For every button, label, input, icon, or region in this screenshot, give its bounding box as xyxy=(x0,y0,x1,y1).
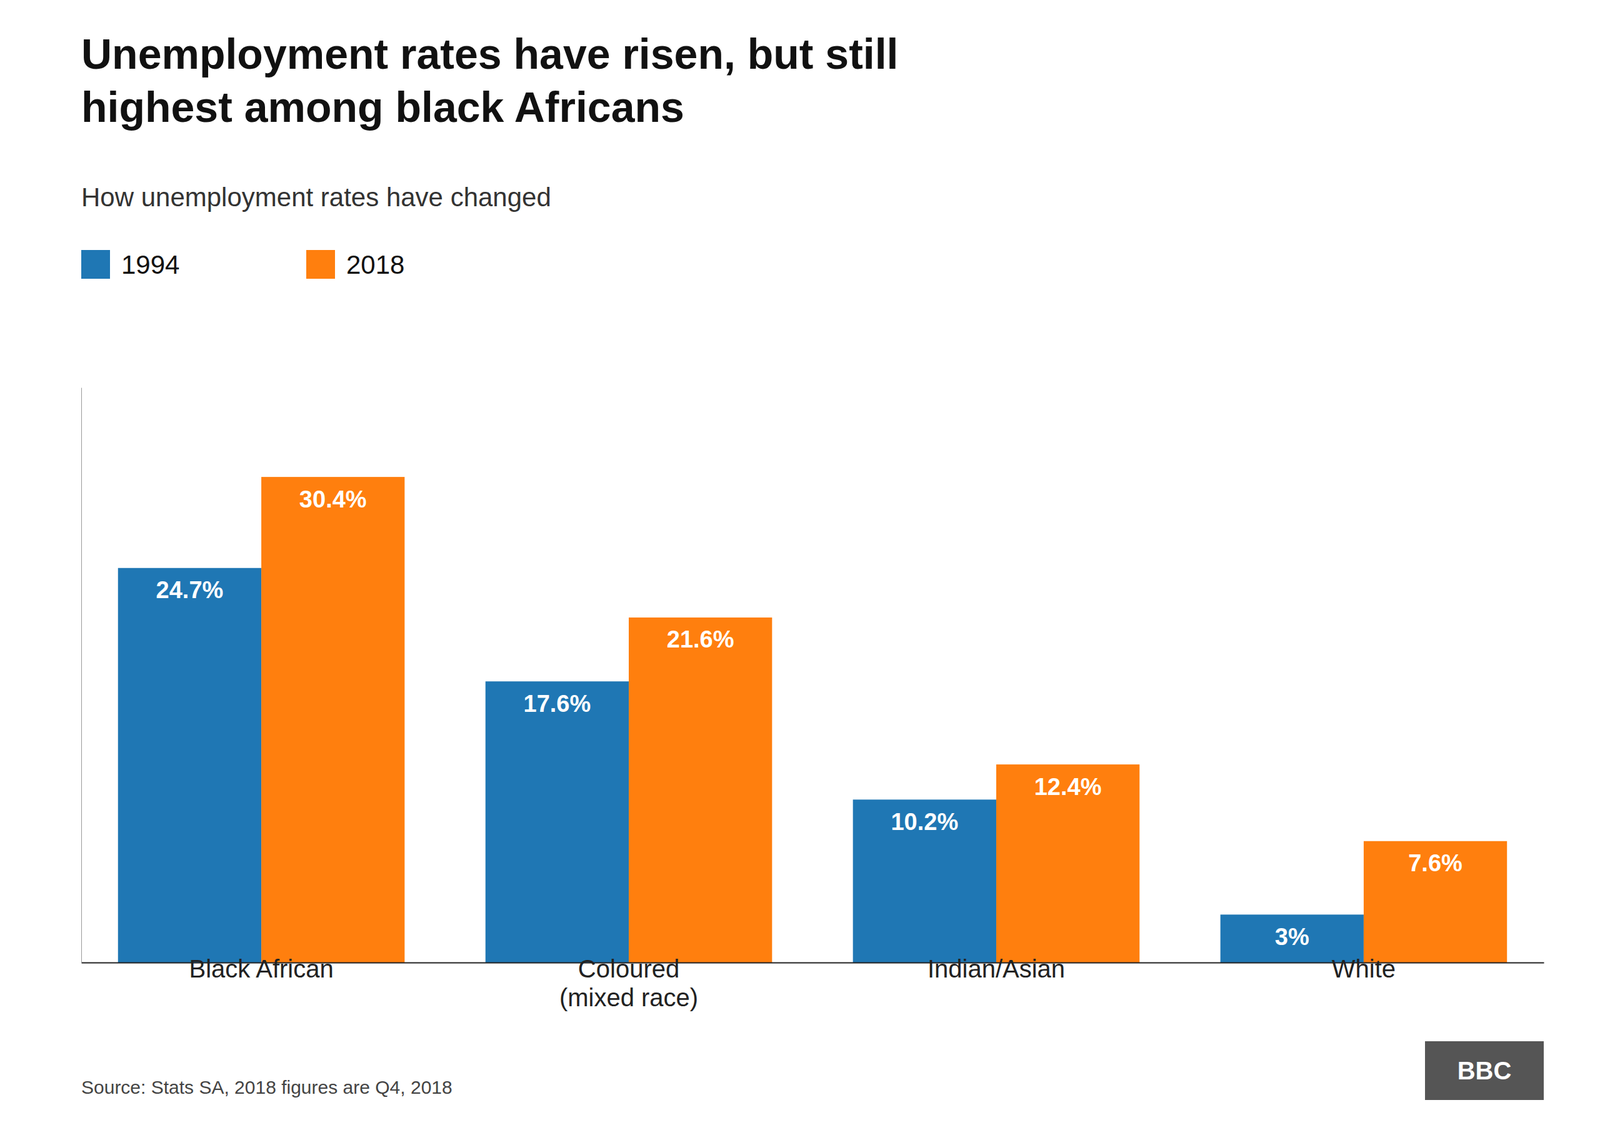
legend-item: 1994 xyxy=(81,250,180,280)
data-label: 24.7% xyxy=(156,576,224,604)
text-line: White xyxy=(1331,955,1396,983)
logo-box xyxy=(1425,1041,1544,1100)
legend-swatch xyxy=(81,250,110,279)
bar xyxy=(261,476,405,963)
x-axis: Black African Coloured(mixed race) Indian/… xyxy=(81,955,1545,1012)
text-line: Unemployment rates have risen, but still xyxy=(81,30,899,78)
source: Source: Stats SA, 2018 figures are Q4, 2… xyxy=(81,1076,453,1098)
x-tick: Black African xyxy=(188,955,334,983)
chart: Unemployment rates have risen, but still… xyxy=(0,0,1600,1125)
x-tick: Coloured(mixed race) xyxy=(559,955,699,1012)
legend-item: 2018 xyxy=(306,250,405,280)
text-line: highest among black Africans xyxy=(81,83,685,131)
x-tick: White xyxy=(1331,955,1396,983)
legend: 1994 2018 xyxy=(81,250,405,280)
x-tick-label: Black African xyxy=(188,955,334,983)
data-labels: 24.7% 17.6% 10.2% 3% 30.4% 21.6% 12.4% 7.6% xyxy=(156,486,1463,950)
bar xyxy=(628,617,772,963)
background xyxy=(0,0,1600,1125)
y-axis-line xyxy=(81,388,82,964)
subtitle: How unemployment rates have changed xyxy=(81,182,552,212)
logo-text: BBC xyxy=(1457,1056,1512,1085)
x-tick-label: White xyxy=(1331,955,1396,983)
text-line: (mixed race) xyxy=(559,983,699,1012)
text-line: Coloured xyxy=(578,955,680,983)
bar xyxy=(853,799,997,963)
logo: BBC xyxy=(1425,1041,1544,1100)
text-line: Black African xyxy=(188,955,334,983)
data-label: 30.4% xyxy=(299,486,367,513)
data-label: 10.2% xyxy=(890,808,959,835)
data-label: 12.4% xyxy=(1034,773,1102,800)
text-line: Indian/Asian xyxy=(927,955,1065,983)
y-axis xyxy=(81,388,82,964)
data-label: 3% xyxy=(1275,923,1310,950)
title: Unemployment rates have risen, but still… xyxy=(81,30,899,131)
bar xyxy=(485,681,629,963)
legend-swatch xyxy=(306,250,335,279)
plot: 24.7% 17.6% 10.2% 3% 30.4% 21.6% 12.4% 7.6% Blac… xyxy=(81,388,1545,1012)
x-tick: Indian/Asian xyxy=(927,955,1065,983)
legend-label: 2018 xyxy=(346,250,405,280)
data-label: 17.6% xyxy=(523,690,592,717)
bar xyxy=(1363,841,1507,963)
legend-label: 1994 xyxy=(121,250,180,280)
bar-series xyxy=(261,476,1507,963)
x-tick-label: Coloured(mixed race) xyxy=(559,955,699,1012)
data-label: 21.6% xyxy=(666,626,735,653)
bars xyxy=(118,476,1507,963)
bar xyxy=(996,764,1140,963)
data-label: 7.6% xyxy=(1408,850,1463,877)
bar xyxy=(118,568,262,963)
x-tick-label: Indian/Asian xyxy=(927,955,1065,983)
